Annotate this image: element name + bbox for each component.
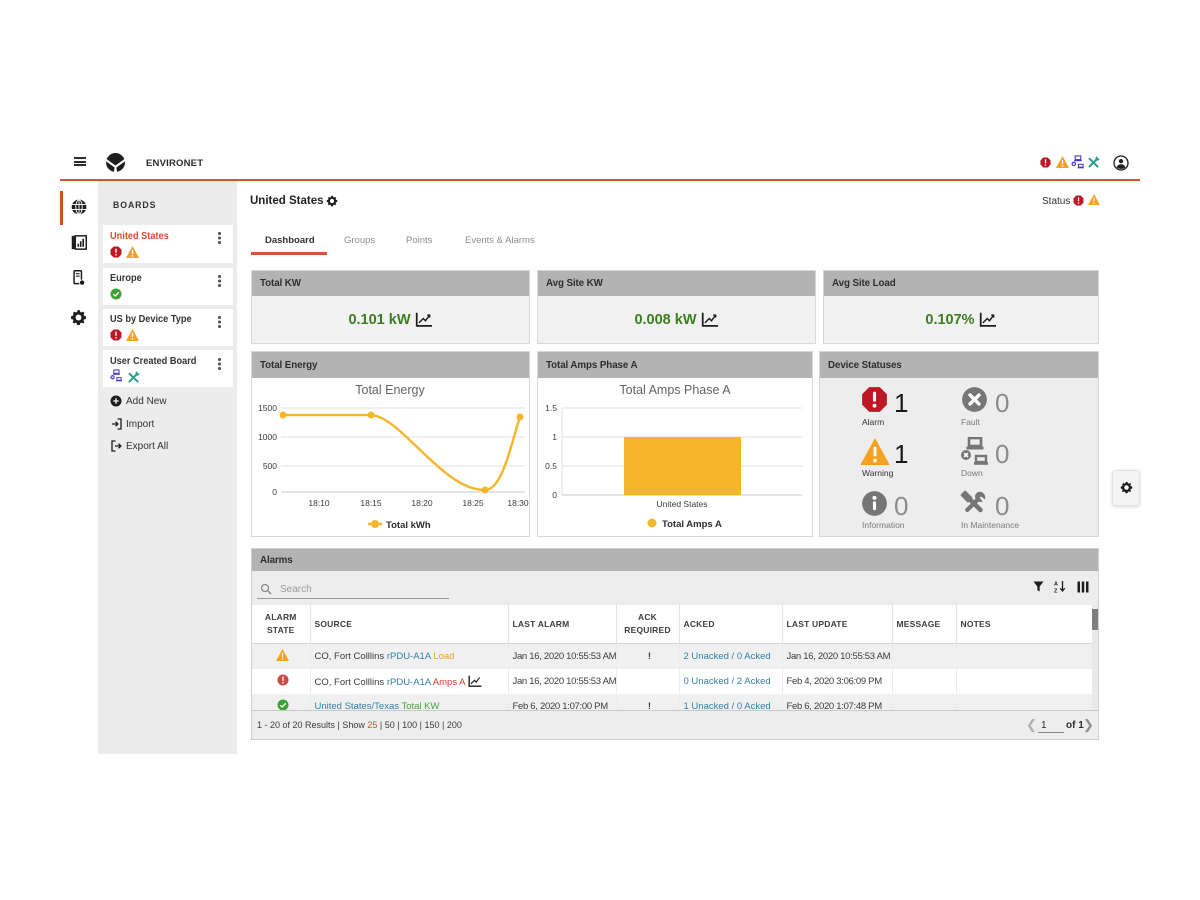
svg-text:1000: 1000	[258, 432, 277, 442]
svg-text:A: A	[1054, 582, 1058, 588]
svg-text:18:20: 18:20	[411, 498, 433, 508]
svg-text:Total kWh: Total kWh	[386, 520, 431, 531]
svg-text:0: 0	[552, 490, 557, 500]
svg-text:500: 500	[263, 461, 277, 471]
svg-text:18:30: 18:30	[507, 498, 529, 508]
svg-text:18:15: 18:15	[360, 498, 382, 508]
svg-text:0: 0	[272, 487, 277, 497]
svg-text:United States: United States	[656, 499, 707, 509]
svg-text:1500: 1500	[258, 403, 277, 413]
svg-text:Total Energy: Total Energy	[355, 383, 425, 397]
svg-text:1.5: 1.5	[545, 403, 557, 413]
svg-text:18:25: 18:25	[462, 498, 484, 508]
svg-text:Total Amps Phase A: Total Amps Phase A	[619, 383, 731, 397]
svg-text:0.5: 0.5	[545, 461, 557, 471]
svg-text:1: 1	[552, 432, 557, 442]
svg-text:Total Amps A: Total Amps A	[662, 519, 722, 530]
svg-text:Z: Z	[1054, 589, 1058, 594]
svg-text:18:10: 18:10	[308, 498, 330, 508]
